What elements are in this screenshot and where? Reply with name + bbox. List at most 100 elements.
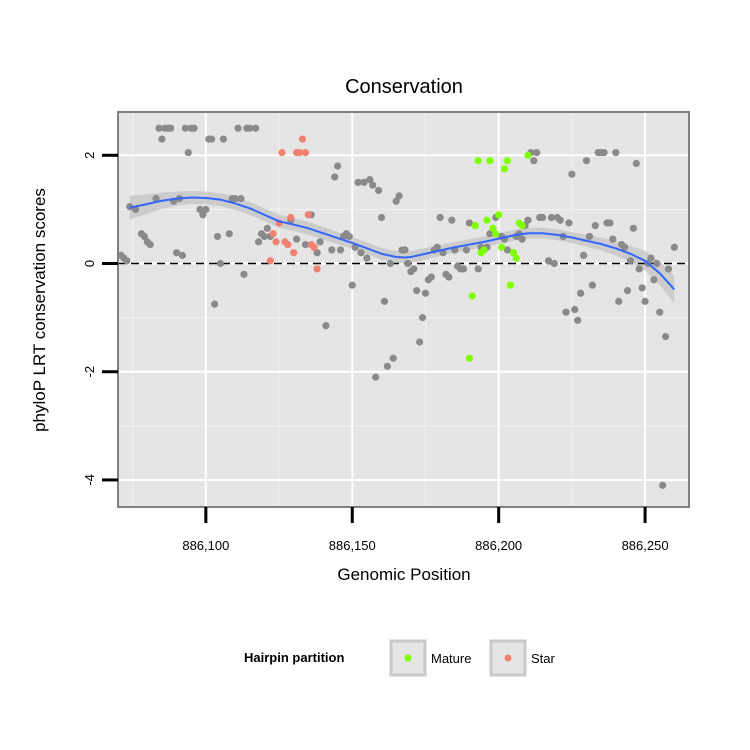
point-other <box>158 135 166 143</box>
plot-background <box>118 112 689 507</box>
point-other <box>211 300 219 308</box>
point-other <box>664 265 673 273</box>
legend: Hairpin partition Mature Star <box>244 639 556 677</box>
point-mature <box>518 222 526 230</box>
x-tick-label: 886,100 <box>182 538 229 553</box>
point-mature <box>503 157 512 165</box>
point-other <box>216 259 225 268</box>
point-other <box>392 197 400 205</box>
point-other <box>254 238 263 246</box>
point-other <box>336 246 345 254</box>
point-other <box>386 259 394 268</box>
point-other <box>225 230 233 238</box>
point-other <box>401 246 409 254</box>
point-other <box>579 251 588 259</box>
point-other <box>413 286 421 295</box>
point-other <box>462 246 471 254</box>
x-tick-label: 886,200 <box>475 538 522 553</box>
point-other <box>641 297 649 305</box>
point-other <box>152 194 160 203</box>
point-other <box>263 224 271 232</box>
point-other <box>615 297 623 305</box>
point-other <box>574 316 582 324</box>
point-mature <box>474 157 482 165</box>
point-other <box>474 265 482 273</box>
point-mature <box>497 243 506 251</box>
point-other <box>530 157 538 165</box>
series-star <box>266 135 321 273</box>
point-other <box>237 194 245 203</box>
point-star <box>304 211 312 219</box>
point-other <box>577 289 585 297</box>
legend-key-mature <box>389 639 427 677</box>
trend-line <box>129 196 676 291</box>
point-other <box>363 254 371 262</box>
point-other <box>547 213 555 222</box>
legend-item-mature: Mature <box>389 639 471 677</box>
point-other <box>656 308 664 316</box>
series-mature <box>465 151 532 362</box>
point-mature <box>509 249 517 257</box>
point-other <box>585 232 594 241</box>
point-other <box>565 219 573 227</box>
point-other <box>626 257 635 265</box>
point-other <box>345 232 353 241</box>
legend-dot-mature <box>404 654 412 662</box>
point-mature <box>483 216 491 224</box>
point-mature <box>489 224 497 232</box>
point-mature <box>506 281 514 289</box>
point-star <box>266 257 274 265</box>
point-other <box>328 246 336 254</box>
series-other <box>117 124 678 489</box>
y-tick-label: -4 <box>82 474 97 486</box>
point-other <box>404 259 412 268</box>
point-star <box>272 238 280 246</box>
point-mature <box>471 222 479 230</box>
x-axis-title: Genomic Position <box>337 565 470 584</box>
y-axis-title: phyloP LRT conservation scores <box>30 188 49 432</box>
point-other <box>629 224 637 232</box>
point-other <box>653 259 661 268</box>
x-axis: 886,100 886,150 886,200 886,250 <box>182 507 669 553</box>
point-other <box>524 216 532 224</box>
point-mature <box>512 254 520 262</box>
point-star <box>287 213 295 222</box>
point-star <box>313 265 321 273</box>
point-other <box>380 297 389 305</box>
point-other <box>357 249 365 257</box>
legend-dot-star <box>504 654 512 662</box>
point-other <box>146 240 154 249</box>
point-other <box>360 178 368 186</box>
point-mature <box>480 246 488 254</box>
y-tick-label: -2 <box>82 366 97 378</box>
point-other <box>606 219 614 227</box>
point-other <box>202 205 210 213</box>
point-other <box>246 124 254 132</box>
point-other <box>123 257 131 265</box>
point-other <box>126 203 134 211</box>
point-other <box>609 235 617 243</box>
point-other <box>670 243 678 251</box>
point-other <box>518 235 526 243</box>
point-mature <box>492 230 500 238</box>
point-other <box>366 176 374 184</box>
point-star <box>284 240 292 249</box>
point-other <box>503 246 512 254</box>
point-star <box>290 249 298 257</box>
point-other <box>155 124 163 132</box>
point-other <box>556 216 564 224</box>
point-star <box>269 230 277 238</box>
point-other <box>632 159 640 168</box>
point-other <box>331 173 339 181</box>
point-other <box>562 308 570 316</box>
point-other <box>196 205 204 213</box>
point-other <box>459 265 468 273</box>
point-other <box>178 251 187 259</box>
point-other <box>140 232 148 241</box>
point-other <box>184 148 192 157</box>
point-other <box>190 124 198 132</box>
point-other <box>377 213 386 222</box>
point-other <box>383 362 391 370</box>
point-other <box>418 314 427 322</box>
